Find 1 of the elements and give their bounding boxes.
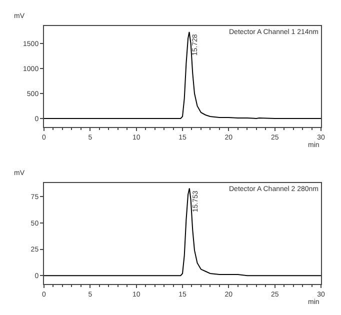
line-series <box>44 188 321 276</box>
